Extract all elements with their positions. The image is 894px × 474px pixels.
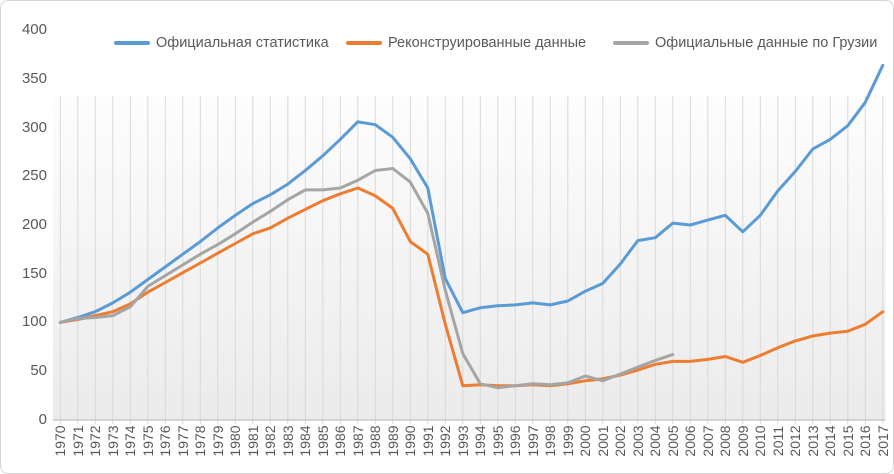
x-axis-tick-label: 1977	[174, 425, 191, 457]
legend-item-official-data-georgia: Официальные данные по Грузии	[613, 33, 877, 53]
x-axis-tick-label: 2017	[874, 425, 891, 457]
x-axis-tick-label: 1988	[367, 425, 384, 457]
y-axis-tick-label: 400	[21, 21, 47, 39]
x-axis-tick-label: 1976	[157, 425, 174, 457]
x-axis-tick-label: 1993	[454, 425, 471, 457]
legend-label: Официальная статистика	[156, 35, 329, 51]
x-axis-tick-label: 1971	[69, 425, 86, 457]
x-axis-tick-label: 2000	[577, 425, 594, 457]
x-axis-tick-label: 2013	[804, 425, 821, 457]
x-axis-tick-label: 1981	[244, 425, 261, 457]
series-line-2	[58, 167, 675, 390]
legend: Официальная статистика Реконструированны…	[1, 33, 893, 53]
x-axis-tick-label: 1970	[52, 425, 69, 457]
x-axis-tick-label: 1979	[209, 425, 226, 457]
x-axis-tick-label: 1995	[489, 425, 506, 457]
legend-line-marker-blue	[114, 41, 150, 45]
legend-item-official-statistics: Официальная статистика	[114, 33, 329, 53]
x-axis-tick-label: 2002	[612, 425, 629, 457]
x-axis-tick-label: 2004	[647, 425, 664, 457]
x-axis-tick-label: 2014	[822, 425, 839, 457]
x-axis-tick-label: 2007	[699, 425, 716, 457]
x-axis-tick-label: 1987	[349, 425, 366, 457]
x-axis-tick-label: 2003	[629, 425, 646, 457]
y-axis-tick-label: 250	[21, 167, 47, 185]
x-axis-tick-label: 1989	[384, 425, 401, 457]
x-axis-tick-label: 1975	[139, 425, 156, 457]
y-axis-tick-label: 50	[30, 362, 47, 380]
series-line-0	[58, 63, 885, 324]
x-axis-tick-label: 1999	[559, 425, 576, 457]
y-axis-tick-label: 350	[21, 69, 47, 87]
y-axis-tick-label: 100	[21, 313, 47, 331]
y-axis-tick-label: 200	[21, 216, 47, 233]
x-axis-tick-label: 1996	[507, 425, 524, 457]
y-axis-tick-label: 150	[21, 264, 47, 282]
x-axis-tick-label: 1980	[227, 425, 244, 457]
x-axis-tick-label: 1992	[437, 425, 454, 457]
x-axis-tick-label: 1994	[472, 425, 489, 457]
x-axis-tick-label: 2005	[664, 425, 681, 457]
x-axis-tick-label: 2016	[857, 425, 874, 457]
legend-label: Официальные данные по Грузии	[655, 35, 878, 51]
x-axis-tick-label: 1985	[314, 425, 331, 457]
x-axis-tick-label: 2001	[594, 425, 611, 457]
legend-line-marker-gray	[613, 41, 649, 45]
x-axis-tick-label: 1972	[87, 425, 104, 457]
x-axis-tick-label: 1974	[122, 425, 139, 457]
legend-line-marker-orange	[346, 41, 382, 45]
x-axis-tick-label: 2006	[682, 425, 699, 457]
legend-label: Реконструированные данные	[388, 35, 587, 51]
x-axis-tick-label: 2011	[769, 425, 786, 457]
series-line-1	[58, 186, 885, 388]
x-axis-tick-label: 2015	[839, 425, 856, 457]
x-axis-tick-label: 1984	[297, 425, 314, 457]
x-axis-tick-label: 2012	[787, 425, 804, 457]
x-axis-tick-label: 1991	[419, 425, 436, 457]
x-axis-tick-label: 1986	[332, 425, 349, 457]
x-axis-tick-label: 1990	[402, 425, 419, 457]
y-axis-tick-label: 300	[21, 118, 47, 136]
x-axis-tick-label: 1982	[262, 425, 279, 457]
x-axis-tick-label: 2008	[717, 425, 734, 457]
y-axis-tick-label: 0	[38, 410, 47, 428]
x-axis-tick-label: 1998	[542, 425, 559, 457]
x-axis-tick-label: 1983	[279, 425, 296, 457]
x-axis-tick-label: 1997	[524, 425, 541, 457]
x-axis-tick-label: 2009	[734, 425, 751, 457]
x-axis-tick-label: 1978	[192, 425, 209, 457]
legend-item-reconstructed-data: Реконструированные данные	[346, 33, 586, 53]
x-axis-tick-label: 1973	[104, 425, 121, 457]
x-axis-tick-label: 2010	[752, 425, 769, 457]
